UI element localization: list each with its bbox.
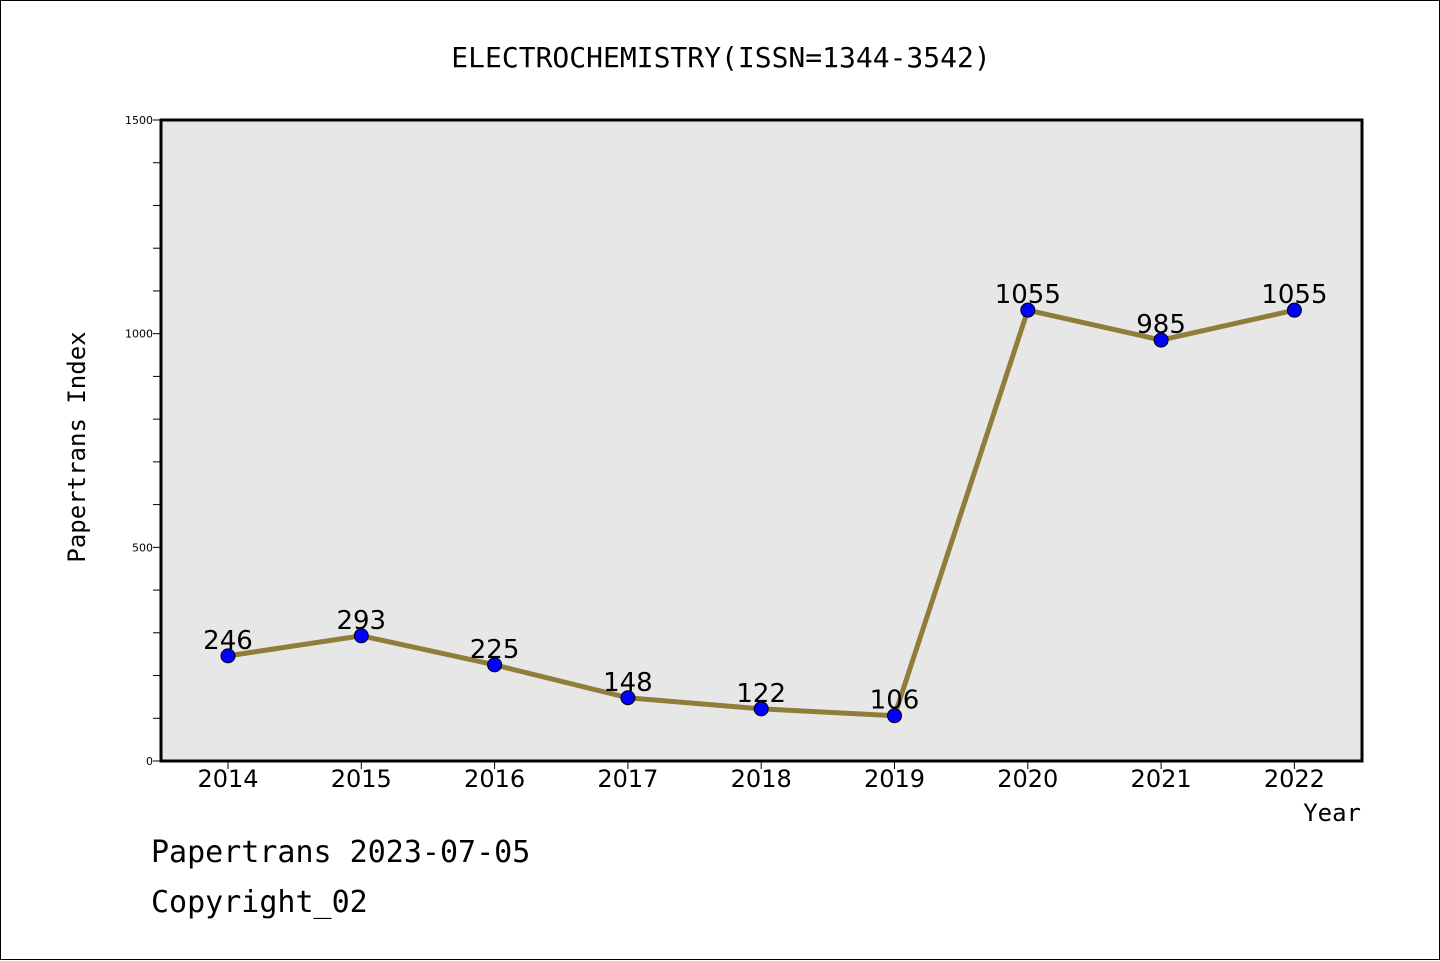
data-point [753, 701, 769, 717]
x-tick-label: 2018 [731, 765, 792, 793]
x-tick-label: 2022 [1264, 765, 1325, 793]
data-points [220, 302, 1302, 724]
y-tick-label: 1500 [125, 114, 153, 127]
chart-title: ELECTROCHEMISTRY(ISSN=1344-3542) [451, 41, 990, 74]
data-point [1153, 332, 1169, 348]
data-point [1286, 302, 1302, 318]
data-point [887, 708, 902, 724]
data-point [620, 690, 636, 706]
y-tick-label: 1000 [125, 328, 153, 341]
data-point [353, 628, 369, 644]
data-label: 293 [336, 606, 386, 636]
x-tick-label: 2015 [331, 765, 392, 793]
data-label: 1055 [995, 280, 1061, 310]
x-tick-label: 2021 [1131, 765, 1192, 793]
footer-copyright: Copyright_02 [151, 885, 368, 920]
data-label: 1055 [1261, 280, 1327, 310]
y-tick-label: 0 [146, 755, 153, 768]
data-labels: 246 293 225 148 122 106 1055 985 1055 [203, 280, 1327, 716]
x-tick-label: 2017 [597, 765, 658, 793]
y-tick-label: 500 [132, 541, 153, 554]
footer-date: Papertrans 2023-07-05 [151, 835, 531, 870]
data-label: 246 [203, 626, 253, 656]
data-point [487, 657, 503, 673]
plot-area [159, 118, 1364, 763]
x-axis-label: Year [1303, 799, 1361, 827]
data-label: 122 [736, 679, 786, 709]
x-axis: 2014 2015 2016 2017 2018 2019 2020 2021 2022 [197, 761, 1325, 793]
y-axis: 0 500 1000 1500 [125, 114, 161, 768]
data-label: 106 [870, 686, 920, 716]
data-label: 225 [470, 635, 520, 665]
x-tick-label: 2016 [464, 765, 525, 793]
data-point [1020, 302, 1036, 318]
data-label: 985 [1136, 310, 1186, 340]
x-tick-label: 2019 [864, 765, 925, 793]
data-point [220, 648, 236, 664]
data-label: 148 [603, 668, 653, 698]
y-axis-label: Papertrans Index [63, 331, 91, 562]
x-tick-label: 2020 [997, 765, 1058, 793]
x-tick-label: 2014 [197, 765, 258, 793]
